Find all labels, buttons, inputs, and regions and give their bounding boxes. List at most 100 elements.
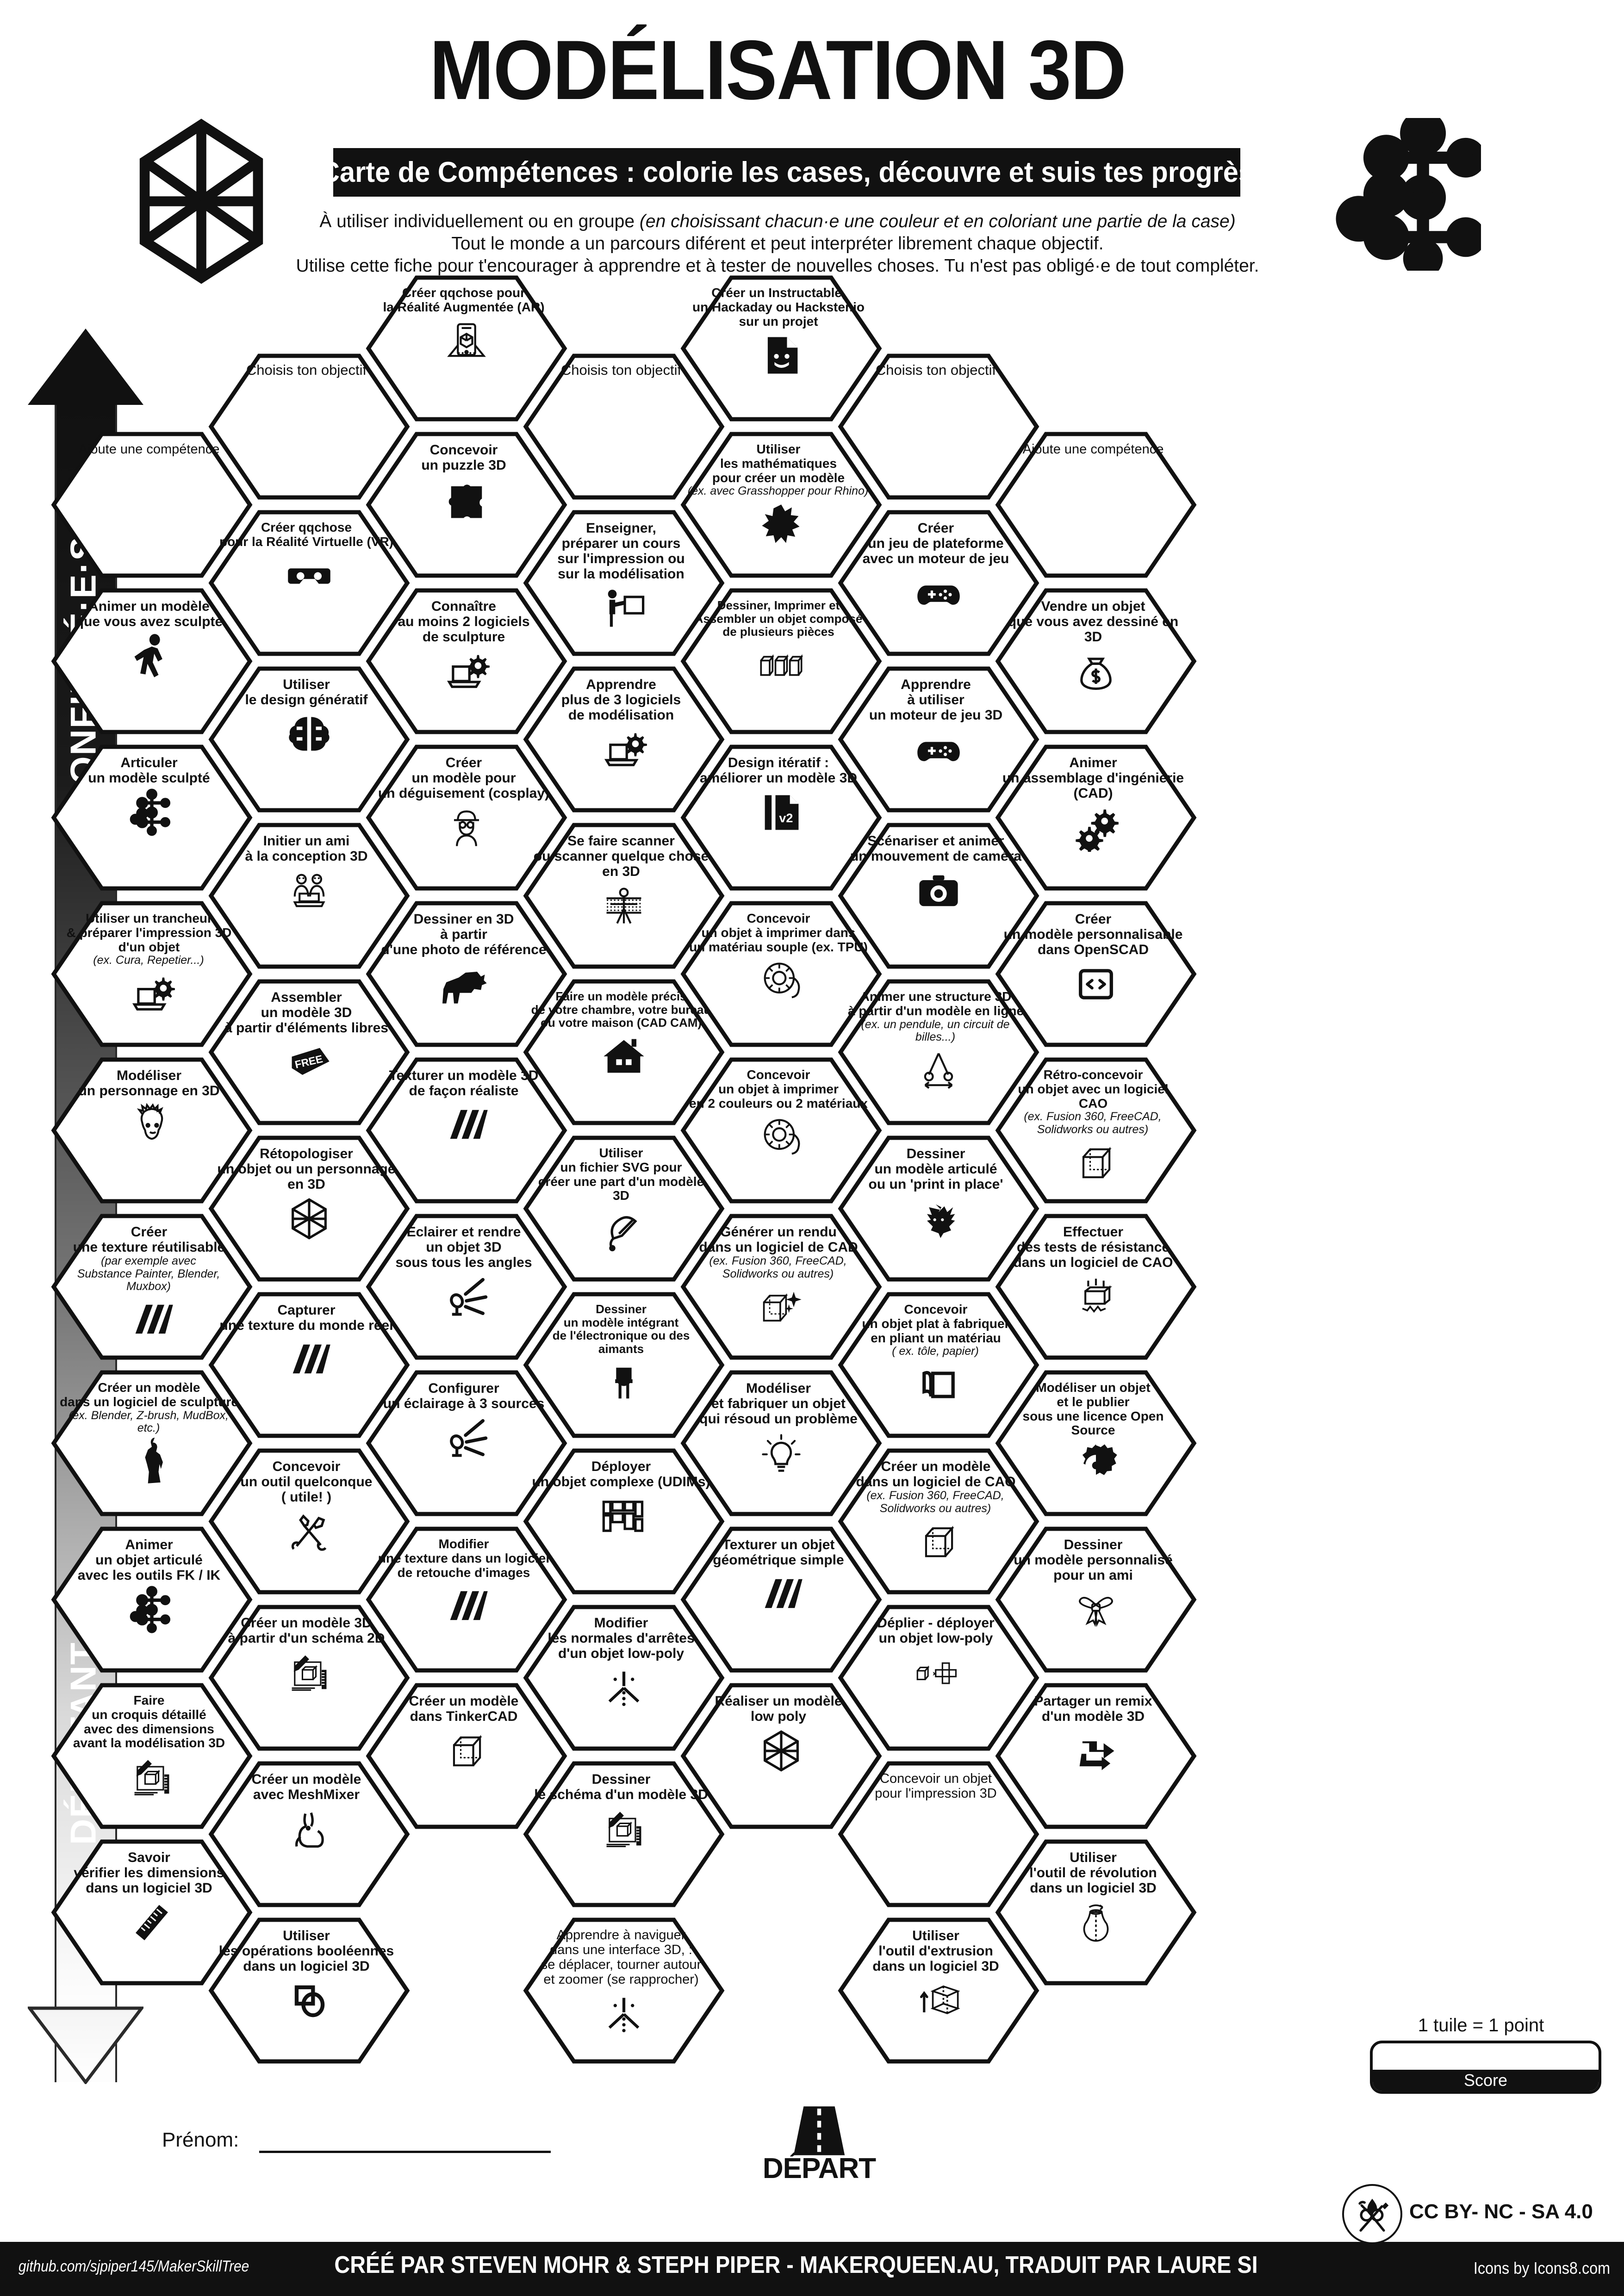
- skill-tile[interactable]: Déplier - déployer un objet low-poly: [837, 1603, 1040, 1752]
- skill-tile[interactable]: Modifier les normales d'arrêtes d'un objet…: [522, 1603, 726, 1752]
- skill-tile-label: Dessiner un modèle personnalisé pour un am…: [1014, 1537, 1173, 1583]
- skill-tile[interactable]: Créer qqchose pour la Réalité Virtuelle (…: [207, 509, 411, 658]
- skill-tile[interactable]: Créer un jeu de plateforme avec un moteur …: [837, 509, 1040, 658]
- skill-tile[interactable]: Concevoir un outil quelconque( utile! ): [207, 1447, 411, 1596]
- skill-tile[interactable]: Choisis ton objectif: [837, 352, 1040, 501]
- skill-tile[interactable]: Enseigner, préparer un cours sur l'impress…: [522, 509, 726, 658]
- skill-tile-label: Concevoir un objet pour l'impression 3D: [875, 1771, 997, 1801]
- skill-tile[interactable]: Rétro-concevoir un objet avec un logiciel…: [994, 1056, 1198, 1205]
- skill-tile[interactable]: Concevoir un objet plat à fabriquer en pli…: [837, 1291, 1040, 1440]
- skill-tile[interactable]: Utiliser un trancheur & préparer l'impres…: [50, 900, 254, 1049]
- skill-tile[interactable]: Animer un assemblage d'ingénierie (CAD): [994, 743, 1198, 892]
- stress-test-icon: [1072, 1273, 1120, 1321]
- skill-tile[interactable]: Concevoir un objet pour l'impression 3D: [837, 1760, 1040, 1909]
- skill-tile[interactable]: Texturer un modèle 3D de façon réaliste: [365, 1056, 568, 1205]
- skill-tile[interactable]: Utiliser le design génératif: [207, 665, 411, 814]
- skill-tile[interactable]: Créer un Instructable, un Hackaday ou Hac…: [679, 274, 883, 423]
- skill-tile[interactable]: Capturer une texture du monde réel: [207, 1291, 411, 1440]
- skill-tile[interactable]: Utiliser les mathématiques pour créer un m…: [679, 430, 883, 579]
- skill-tile[interactable]: Dessiner un modèle personnalisé pour un am…: [994, 1525, 1198, 1674]
- skill-tile[interactable]: Créer un modèle avec MeshMixer: [207, 1760, 411, 1909]
- skill-tile[interactable]: Utiliser un fichier SVG pour créer une par…: [522, 1134, 726, 1283]
- instructions-line-3: Utilise cette fiche pour t'encourager à …: [296, 256, 1259, 276]
- skill-tile[interactable]: Réaliser un modèle low poly: [679, 1682, 883, 1831]
- skill-tile[interactable]: Articuler un modèle sculpté: [50, 743, 254, 892]
- skill-tile[interactable]: Générer un rendu dans un logiciel de CAD(…: [679, 1212, 883, 1361]
- skill-tile-label: Réaliser un modèle low poly: [715, 1694, 842, 1724]
- skill-tile[interactable]: Savoir vérifier les dimensions dans un log…: [50, 1838, 254, 1987]
- skill-tile[interactable]: Initier un ami à la conception 3D: [207, 821, 411, 970]
- skill-tile-label: Modéliser et fabriquer un objet qui résoud…: [699, 1381, 858, 1427]
- skill-tile[interactable]: Texturer un objet géométrique simple: [679, 1525, 883, 1674]
- skill-tile[interactable]: Faire un croquis détaillé avec des dimensi…: [50, 1682, 254, 1831]
- skill-tile[interactable]: Configurer un éclairage à 3 sources: [365, 1369, 568, 1518]
- skill-tile-label: Créer une texture réutilisable: [73, 1224, 225, 1255]
- skill-tile[interactable]: Concevoir un objet à imprimer en 2 couleur…: [679, 1056, 883, 1205]
- skill-tile[interactable]: Créer un modèle 3D à partir d'un schéma 2…: [207, 1603, 411, 1752]
- skill-tile[interactable]: Concevoir un objet à imprimer dans un maté…: [679, 900, 883, 1049]
- skill-tile[interactable]: Créer un modèle dans un logiciel de sculp…: [50, 1369, 254, 1518]
- skill-tile[interactable]: Animer une structure 3D à partir d'un mod…: [837, 978, 1040, 1127]
- skill-tile[interactable]: Dessiner, Imprimer et Assembler un objet …: [679, 587, 883, 736]
- skill-tile-label: Utiliser un fichier SVG pour créer une par…: [538, 1146, 704, 1203]
- skill-tile[interactable]: Apprendre à naviguer dans une interface 3…: [522, 1916, 726, 2065]
- skill-tile-sublabel: (par exemple avec Substance Painter, Blen…: [77, 1254, 220, 1293]
- skill-tile[interactable]: Dessiner le schéma d'un modèle 3D: [522, 1760, 726, 1909]
- skill-tile[interactable]: Modéliser et fabriquer un objet qui résoud…: [679, 1369, 883, 1518]
- skill-tile-label: Créer qqchose pour la Réalité Augmentée (…: [383, 285, 545, 314]
- skill-tile[interactable]: Utiliser l'outil d'extrusion dans un logic…: [837, 1916, 1040, 2065]
- dotted-cube-icon: [915, 1518, 963, 1566]
- skill-tile[interactable]: Rétopologiser un objet ou un personnage en…: [207, 1134, 411, 1283]
- skill-tile-sublabel: (ex. Fusion 360, FreeCAD, Solidworks ou a…: [1024, 1110, 1162, 1136]
- skill-tile-label: Dessiner un modèle articulé ou un 'print i…: [868, 1146, 1003, 1192]
- skill-tile[interactable]: Dessiner un modèle intégrant de l'électron…: [522, 1291, 726, 1440]
- prenom-input-line[interactable]: [259, 2151, 551, 2153]
- skill-tile-label: Design itératif : améliorer un modèle 3D: [699, 755, 858, 786]
- skill-tile[interactable]: Choisis ton objectif: [522, 352, 726, 501]
- github-link[interactable]: github.com/sjpiper145/MakerSkillTree: [19, 2258, 249, 2275]
- skill-tile[interactable]: Modéliser un objet et le publier sous une …: [994, 1369, 1198, 1518]
- skill-tile-label: Choisis ton objectif: [875, 362, 996, 378]
- skill-tile[interactable]: Partager un remix d'un modèle 3D: [994, 1682, 1198, 1831]
- skill-tile[interactable]: Dessiner en 3D à partir d'une photo de réf…: [365, 900, 568, 1049]
- skill-tile[interactable]: Assembler un modèle 3D à partir d'éléments…: [207, 978, 411, 1127]
- skill-tile[interactable]: Concevoir un puzzle 3D: [365, 430, 568, 579]
- skill-tile[interactable]: Créer un modèle dans TinkerCAD: [365, 1682, 568, 1831]
- skill-tile[interactable]: Dessiner un modèle articulé ou un 'print i…: [837, 1134, 1040, 1283]
- skill-tile[interactable]: Modéliser un personnage en 3D: [50, 1056, 254, 1205]
- skill-tile[interactable]: Vendre un objet que vous avez dessiné en …: [994, 587, 1198, 736]
- skill-tile[interactable]: Choisis ton objectif: [207, 352, 411, 501]
- skill-tile[interactable]: Effectuer des tests de résistance dans un …: [994, 1212, 1198, 1361]
- skill-tile[interactable]: Créer un modèle pour un déguisement (cospl…: [365, 743, 568, 892]
- free-tag-icon: FREE: [285, 1038, 333, 1086]
- skill-tile[interactable]: Créer qqchose pour la Réalité Augmentée (…: [365, 274, 568, 423]
- credit-text: CRÉÉ PAR STEVEN MOHR & STEPH PIPER - MAK…: [334, 2252, 1258, 2278]
- skill-tile[interactable]: Créer un modèle personnalisable dans OpenS…: [994, 900, 1198, 1049]
- dotted-cube-icon: [1072, 1139, 1120, 1187]
- low-poly-gem-icon: [118, 118, 285, 285]
- skill-tile[interactable]: Design itératif : améliorer un modèle 3D v…: [679, 743, 883, 892]
- skill-tile[interactable]: Apprendre plus de 3 logiciels de modélisat…: [522, 665, 726, 814]
- skill-tile[interactable]: Ajoute une compétence: [994, 430, 1198, 579]
- skill-tile[interactable]: Ajoute une compétence: [50, 430, 254, 579]
- skill-tile[interactable]: Utiliser les opérations booléennes dans un…: [207, 1916, 411, 2065]
- score-box[interactable]: Score: [1370, 2041, 1601, 2094]
- skill-tile[interactable]: Connaître au moins 2 logiciels de sculptur…: [365, 587, 568, 736]
- svg-text:v2: v2: [779, 811, 793, 825]
- skill-tile[interactable]: Éclairer et rendre un objet 3D sous tous l…: [365, 1212, 568, 1361]
- skill-tile[interactable]: Animer un modèle que vous avez sculpté: [50, 587, 254, 736]
- skill-tile[interactable]: Créer un modèle dans un logiciel de CAO (e…: [837, 1447, 1040, 1596]
- skill-tile[interactable]: Scénariser et animer un mouvement de camé…: [837, 821, 1040, 970]
- skill-tile[interactable]: Utiliser l'outil de révolution dans un log…: [994, 1838, 1198, 1987]
- skill-tile[interactable]: Modifier une texture dans un logiciel de r…: [365, 1525, 568, 1674]
- skill-tile[interactable]: Animer un objet articulé avec les outils F…: [50, 1525, 254, 1674]
- skill-tile[interactable]: Créer une texture réutilisable (par exempl…: [50, 1212, 254, 1361]
- skill-tile[interactable]: Apprendre à utiliser un moteur de jeu 3D: [837, 665, 1040, 814]
- skill-tile-label: Apprendre à naviguer dans une interface 3…: [541, 1928, 702, 1987]
- icons8-credit[interactable]: Icons by Icons8.com: [1473, 2259, 1610, 2277]
- skill-tile-label: Configurer un éclairage à 3 sources: [383, 1381, 545, 1411]
- skill-tile[interactable]: Se faire scanner ou scanner quelque chose…: [522, 821, 726, 970]
- skill-tile[interactable]: Déployer un objet complexe (UDIMs): [522, 1447, 726, 1596]
- skill-tile-label: Apprendre plus de 3 logiciels de modélisat…: [561, 677, 681, 723]
- skill-tile[interactable]: Faire un modèle précis de votre chambre, …: [522, 978, 726, 1127]
